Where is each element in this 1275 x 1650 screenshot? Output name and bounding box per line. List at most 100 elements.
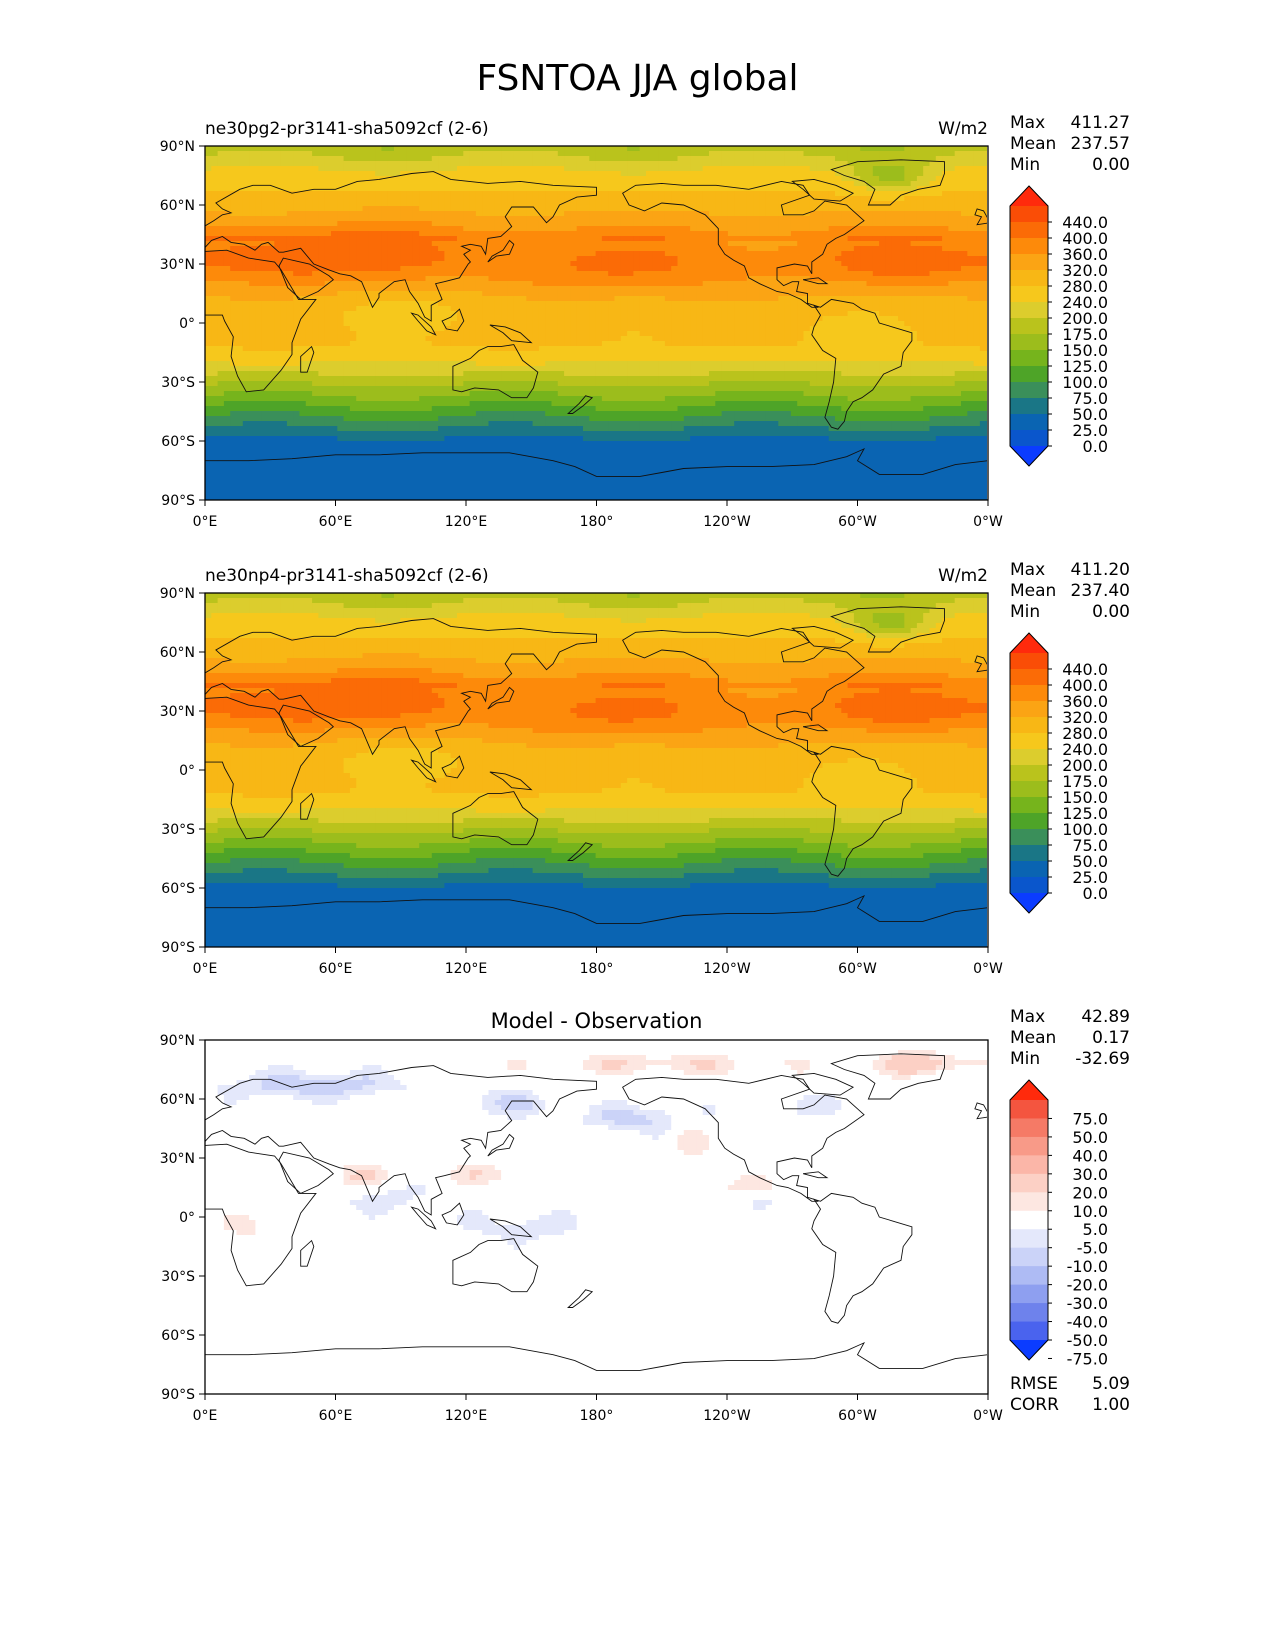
stat-label: Max: [1010, 560, 1045, 580]
colorbar-label: 360.0: [1062, 692, 1108, 711]
colorbar-band: [1010, 334, 1048, 351]
stat-label: Max: [1010, 1007, 1045, 1027]
colorbar-band: [1010, 1173, 1048, 1193]
colorbar-band: [1010, 1192, 1048, 1212]
x-tick-label: 120°W: [703, 961, 751, 977]
colorbar-band: [1010, 669, 1048, 686]
panel-title: Model - Observation: [491, 1009, 703, 1033]
colorbar-label: 360.0: [1062, 245, 1108, 264]
x-tick-label: 120°W: [703, 514, 751, 530]
colorbar-label: -40.0: [1067, 1313, 1108, 1332]
y-tick-label: 90°N: [160, 139, 195, 155]
colorbar-band: [1010, 813, 1048, 830]
stat-value: 0.00: [1092, 602, 1130, 622]
colorbar-extend-high: [1010, 186, 1048, 206]
colorbar-band: [1010, 238, 1048, 255]
colorbar-band: [1010, 781, 1048, 798]
stat-label: Max: [1010, 113, 1045, 133]
colorbar-label: 25.0: [1072, 421, 1108, 440]
colorbar-band: [1010, 861, 1048, 878]
colorbar-band: [1010, 1303, 1048, 1323]
colorbar-band: [1010, 286, 1048, 303]
field-raster: [205, 593, 987, 947]
stat-value: 237.57: [1071, 134, 1130, 154]
colorbar-band: [1010, 382, 1048, 399]
colorbar-band: [1010, 1321, 1048, 1341]
colorbar-band: [1010, 685, 1048, 702]
x-tick-label: 60°W: [838, 1408, 877, 1424]
colorbar-band: [1010, 350, 1048, 367]
stat-value: 0.00: [1092, 155, 1130, 175]
x-tick-label: 120°E: [445, 961, 488, 977]
colorbar-label: 440.0: [1062, 213, 1108, 232]
panel-units: W/m2: [938, 119, 988, 139]
colorbar-label: 10.0: [1072, 1202, 1108, 1221]
y-tick-label: 30°N: [160, 257, 195, 273]
colorbar-band: [1010, 1118, 1048, 1138]
colorbar-label: 25.0: [1072, 868, 1108, 887]
stat-value: -32.69: [1075, 1049, 1130, 1069]
x-tick-label: 120°W: [703, 1408, 751, 1424]
colorbar-label: 240.0: [1062, 293, 1108, 312]
panel-title: ne30np4-pr3141-sha5092cf (2-6): [205, 566, 489, 586]
colorbar-band: [1010, 270, 1048, 287]
colorbar-label: 100.0: [1062, 373, 1108, 392]
y-tick-label: 0°: [179, 1210, 195, 1226]
stat-label: Mean: [1010, 134, 1056, 154]
colorbar-label: 400.0: [1062, 229, 1108, 248]
y-tick-label: 30°N: [160, 1151, 195, 1167]
colorbar-band: [1010, 302, 1048, 319]
colorbar-band: [1010, 829, 1048, 846]
panel-title: ne30pg2-pr3141-sha5092cf (2-6): [205, 119, 489, 139]
x-tick-label: 0°W: [973, 961, 1003, 977]
stat-value: 237.40: [1071, 581, 1130, 601]
colorbar-label: 75.0: [1072, 836, 1108, 855]
colorbar-extend-high: [1010, 633, 1048, 653]
colorbar-label: 50.0: [1072, 405, 1108, 424]
colorbar-extend-high: [1010, 1080, 1048, 1100]
x-tick-label: 0°W: [973, 514, 1003, 530]
colorbar-band: [1010, 749, 1048, 766]
colorbar-label: 40.0: [1072, 1146, 1108, 1165]
figure-title: FSNTOA JJA global: [0, 58, 1275, 99]
colorbar: 440.0400.0360.0320.0280.0240.0200.0175.0…: [1009, 632, 1108, 914]
map-panel: Model - Observation 0°E 60°E 120°E 180° 120°W…: [160, 1009, 1003, 1424]
colorbar-band: [1010, 1100, 1048, 1119]
colorbar-label: 100.0: [1062, 820, 1108, 839]
colorbar-label: 280.0: [1062, 277, 1108, 296]
stat-value: 1.00: [1092, 1395, 1130, 1415]
stat-label: Mean: [1010, 1028, 1056, 1048]
map-panel: ne30np4-pr3141-sha5092cf (2-6) W/m2 0°E 60°…: [160, 566, 1003, 977]
y-tick-label: 60°N: [160, 645, 195, 661]
colorbar-band: [1010, 1266, 1048, 1286]
colorbar-label: 150.0: [1062, 788, 1108, 807]
colorbar-band: [1010, 318, 1048, 335]
y-tick-label: 90°N: [160, 1033, 195, 1049]
map-panel: ne30pg2-pr3141-sha5092cf (2-6) W/m2 0°E 60°…: [160, 119, 1003, 530]
y-tick-label: 60°S: [161, 1328, 195, 1344]
stat-label: Min: [1010, 1049, 1040, 1069]
stat-value: 411.20: [1071, 560, 1130, 580]
x-tick-label: 60°W: [838, 961, 877, 977]
colorbar-extend-low: [1010, 893, 1048, 913]
x-tick-label: 180°: [580, 514, 614, 530]
y-tick-label: 60°N: [160, 1092, 195, 1108]
y-tick-label: 90°S: [161, 940, 195, 956]
stat-label: Min: [1010, 602, 1040, 622]
colorbar-band: [1010, 1210, 1048, 1230]
colorbar-extend-low: [1010, 446, 1048, 466]
stat-value: 5.09: [1092, 1374, 1130, 1394]
colorbar-label: 240.0: [1062, 740, 1108, 759]
colorbar-band: [1010, 254, 1048, 271]
colorbar-band: [1010, 222, 1048, 239]
colorbar-label: 125.0: [1062, 357, 1108, 376]
colorbar-label: 50.0: [1072, 852, 1108, 871]
colorbar-label: -30.0: [1067, 1294, 1108, 1313]
colorbar-label: 440.0: [1062, 660, 1108, 679]
y-tick-label: 0°: [179, 763, 195, 779]
y-tick-label: 30°S: [161, 375, 195, 391]
colorbar-label: -5.0: [1077, 1239, 1108, 1258]
colorbar-band: [1010, 653, 1048, 670]
y-tick-label: 60°S: [161, 881, 195, 897]
